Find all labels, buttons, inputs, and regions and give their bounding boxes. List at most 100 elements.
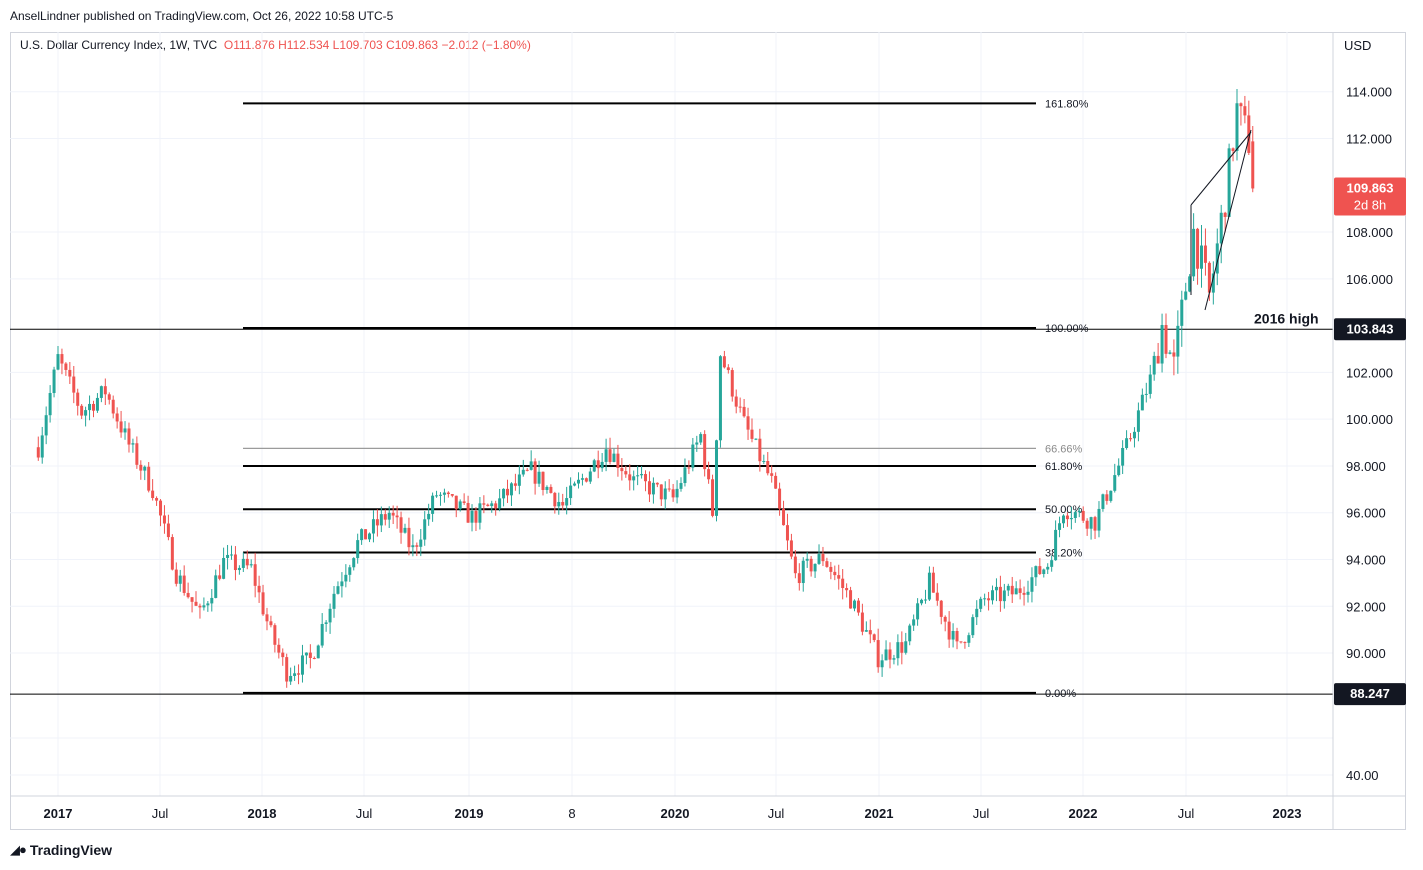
candle — [300, 644, 304, 683]
candle-body — [742, 406, 746, 417]
fib-level-label: 100.00% — [1045, 323, 1089, 335]
candle — [139, 460, 143, 480]
candle — [778, 482, 782, 516]
candle — [782, 500, 786, 526]
candle — [517, 465, 521, 495]
candle-body — [478, 503, 482, 523]
candle-body — [553, 492, 557, 507]
candle — [853, 599, 857, 612]
candle — [486, 503, 490, 507]
footer-brand[interactable]: ◢● TradingView — [10, 842, 112, 858]
candle — [1038, 558, 1042, 576]
candle — [569, 477, 573, 506]
candle — [178, 569, 182, 592]
candle — [218, 564, 222, 581]
candle-body — [616, 453, 620, 468]
candle — [1065, 512, 1069, 527]
candle — [127, 422, 131, 453]
candle — [147, 462, 151, 493]
fib-level-label: 61.80% — [1045, 461, 1083, 473]
candle-body — [817, 554, 821, 564]
candle — [111, 395, 115, 419]
candle-body — [864, 630, 868, 632]
candle — [939, 599, 943, 625]
candle — [435, 490, 439, 498]
candle-body — [592, 460, 596, 472]
candle-body — [920, 599, 924, 604]
candle-body — [750, 429, 754, 439]
candle — [1152, 351, 1156, 381]
candle-body — [135, 443, 139, 465]
candle-body — [233, 554, 237, 571]
candle-body — [1097, 508, 1101, 531]
candle — [537, 460, 541, 487]
candle-body — [222, 557, 226, 579]
candle-body — [722, 356, 726, 368]
candle — [1117, 458, 1121, 477]
candle-body — [241, 558, 245, 568]
candle-body — [872, 634, 876, 641]
candle-body — [277, 644, 281, 653]
candle-body — [789, 540, 793, 557]
candle — [1132, 427, 1136, 448]
candle-body — [245, 558, 249, 566]
candle-body — [1081, 510, 1085, 521]
candle — [576, 472, 580, 489]
candle-body — [1152, 355, 1156, 375]
candle — [95, 393, 99, 413]
candle-body — [1006, 585, 1010, 591]
candle — [462, 493, 466, 506]
candle — [525, 468, 529, 472]
candle — [722, 350, 726, 369]
candle-body — [943, 616, 947, 622]
candle-body — [849, 590, 853, 609]
candle-body — [718, 356, 722, 441]
candle-body — [916, 603, 920, 620]
candle — [947, 611, 951, 648]
candle — [344, 564, 348, 588]
symbol-name[interactable]: U.S. Dollar Currency Index, 1W, TVC — [20, 38, 218, 52]
candle-body — [628, 474, 632, 481]
candle — [80, 404, 84, 420]
candle — [103, 378, 107, 406]
candle-body — [99, 386, 103, 398]
candle — [750, 418, 754, 443]
candle-body — [939, 600, 943, 617]
candle — [442, 488, 446, 503]
candle-body — [1223, 212, 1227, 217]
candle-body — [912, 619, 916, 626]
candle-body — [84, 410, 88, 416]
candle — [628, 464, 632, 491]
candle-body — [880, 660, 884, 668]
candle-body — [1109, 490, 1113, 501]
candle-body — [1018, 588, 1022, 593]
candle-body — [927, 572, 931, 600]
candle-body — [36, 447, 40, 458]
candle — [1164, 313, 1168, 359]
candle — [632, 470, 636, 491]
candle-body — [730, 370, 734, 397]
candle-body — [407, 527, 411, 548]
candle — [40, 426, 44, 464]
candle-body — [107, 394, 111, 400]
y-tick-label: 102.000 — [1346, 365, 1393, 380]
candle — [229, 545, 233, 560]
candle — [348, 564, 352, 582]
candle — [931, 566, 935, 593]
candle — [60, 348, 64, 375]
candle — [916, 598, 920, 626]
footer-brand-name: TradingView — [29, 842, 113, 858]
y-tick-label: 100.000 — [1346, 412, 1393, 427]
candle-body — [935, 592, 939, 601]
candle-body — [328, 608, 332, 623]
candle-body — [1121, 447, 1125, 466]
candle — [1211, 261, 1215, 305]
candle — [1034, 565, 1038, 586]
candle — [1054, 520, 1058, 561]
candle — [328, 603, 332, 634]
candle — [695, 435, 699, 452]
price-badge-bg — [1334, 318, 1406, 341]
candle — [975, 600, 979, 626]
candle-body — [364, 529, 368, 540]
